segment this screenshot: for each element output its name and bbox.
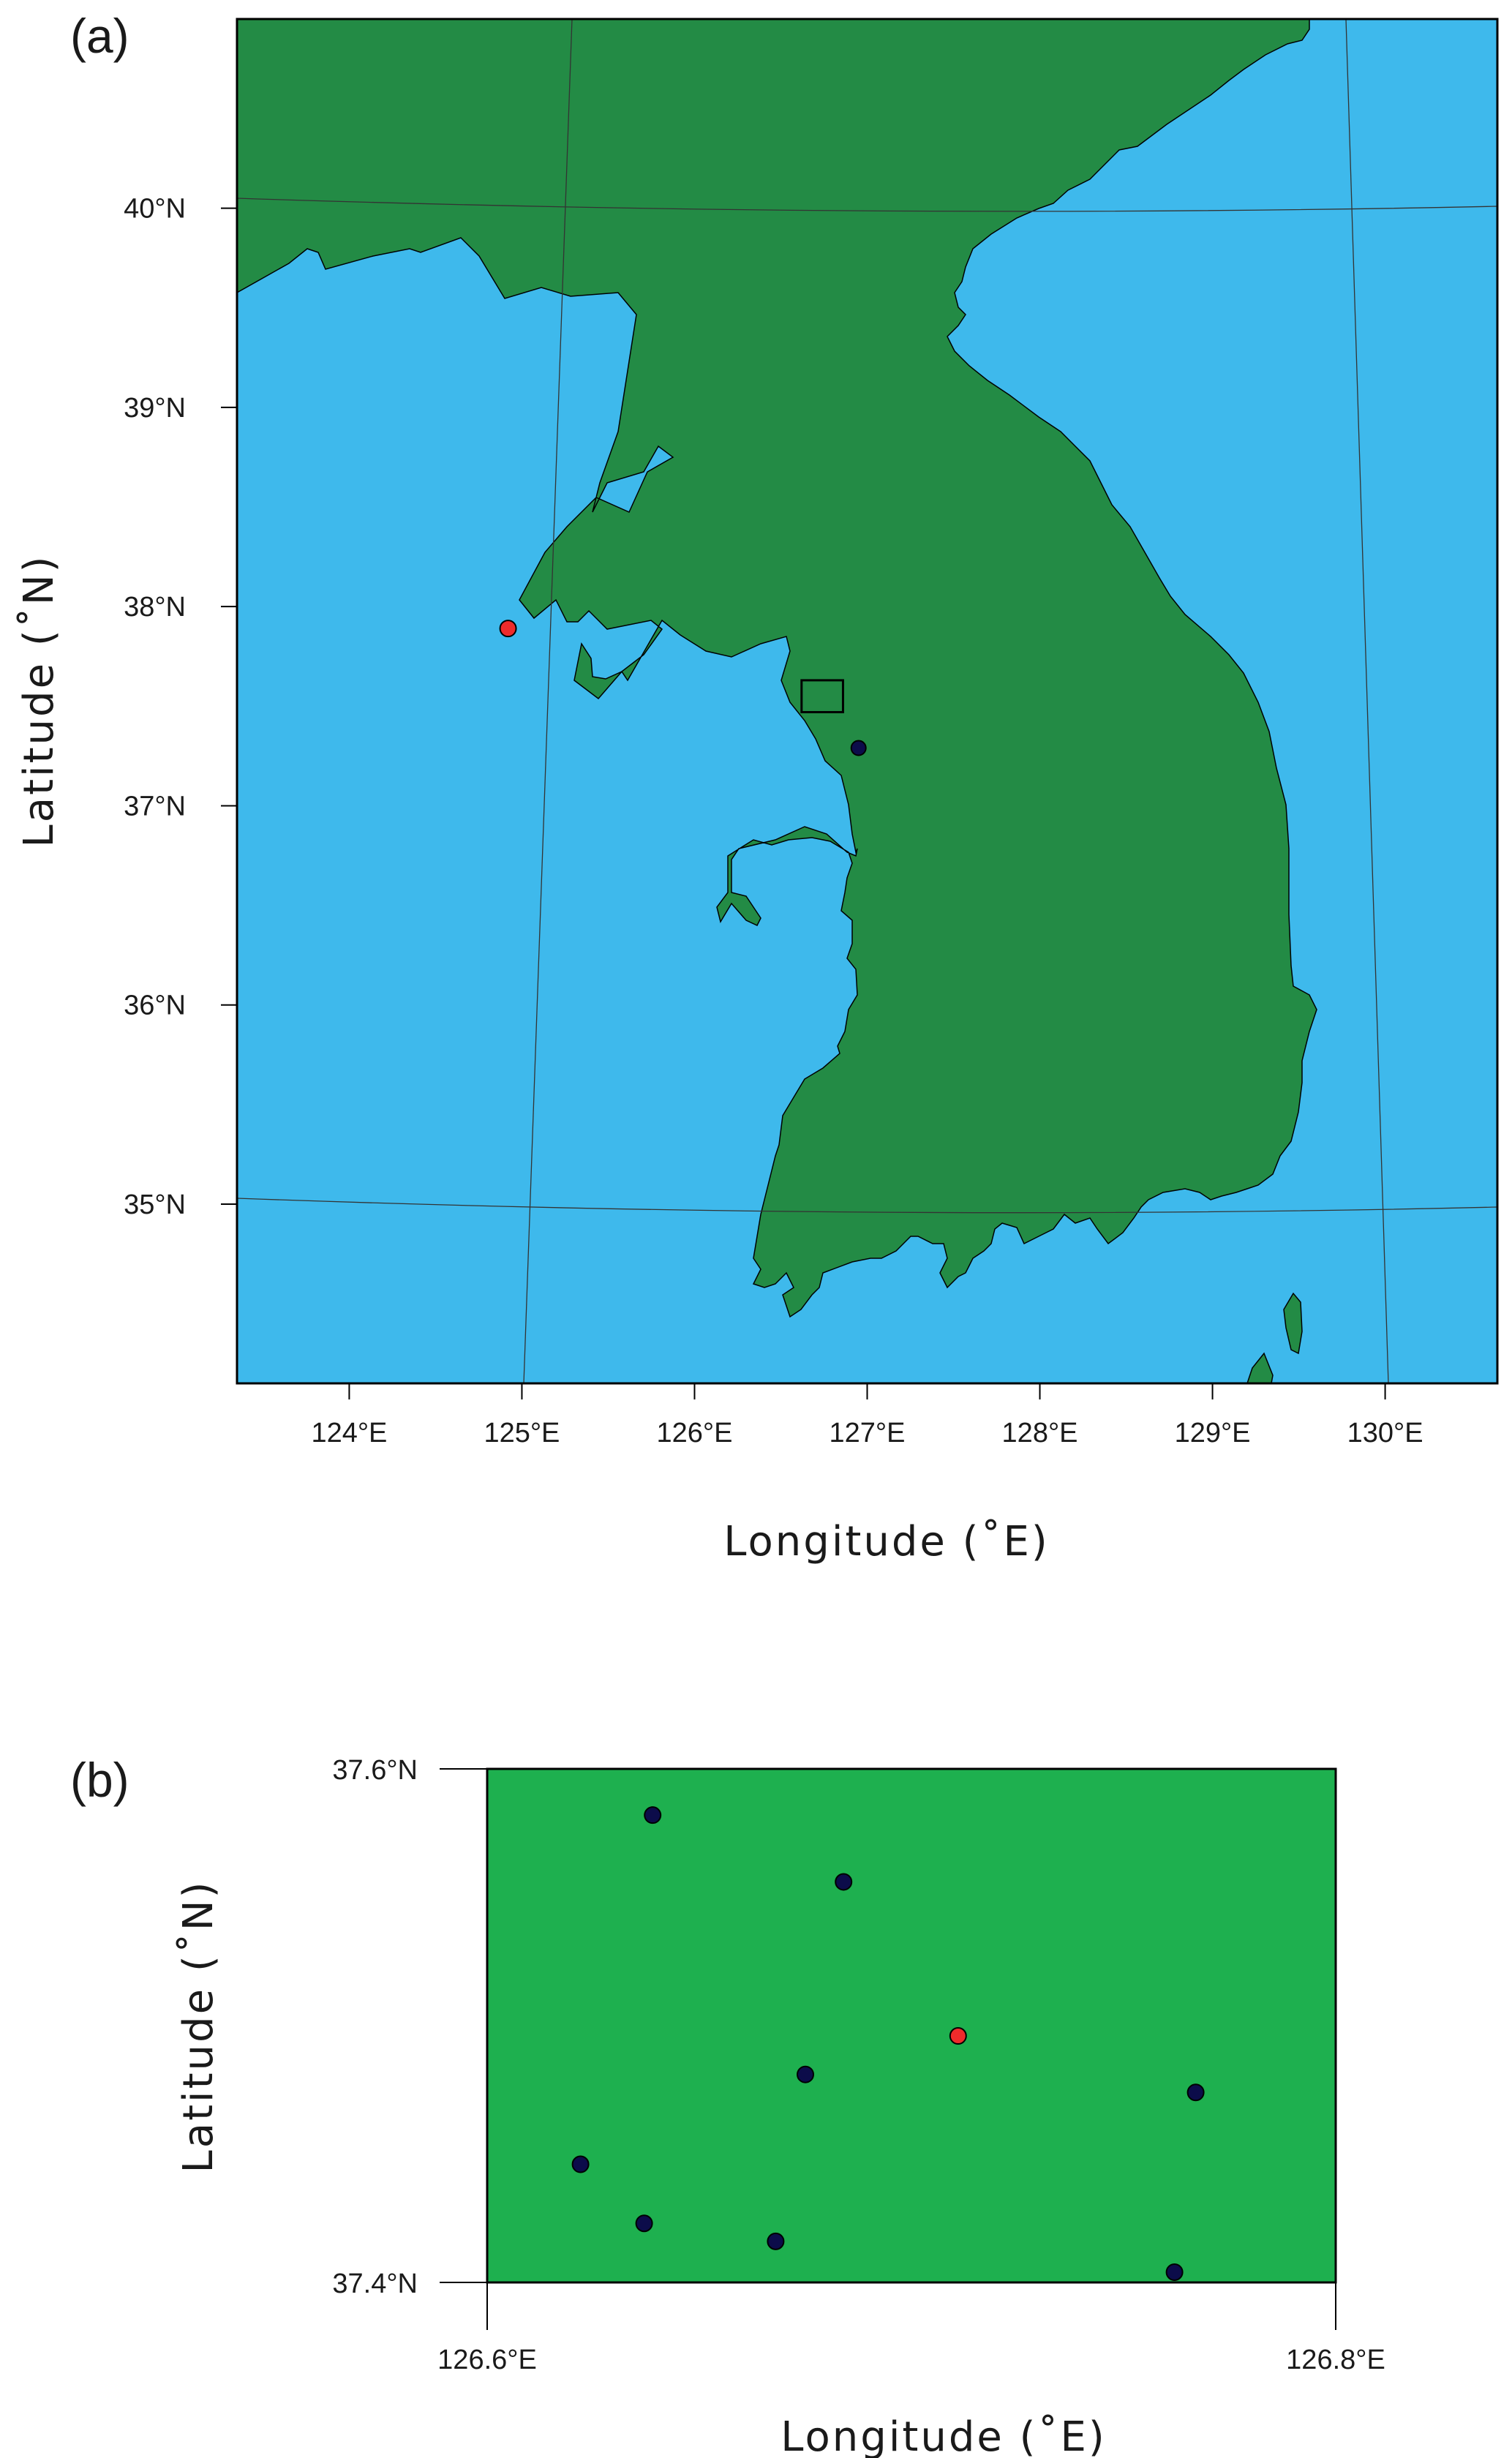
station-markers — [499, 620, 867, 756]
y-tick-label: 38°N — [124, 592, 186, 623]
station-point — [949, 2027, 967, 2045]
panel-b-x-ticks: 126.6°E 126.8°E — [437, 2282, 1385, 2375]
y-tick-label: 40°N — [124, 194, 186, 225]
red-station-marker — [499, 620, 517, 638]
y-tick-label: 37.4°N — [332, 2269, 418, 2299]
panel-b-label: (b) — [70, 1753, 129, 1807]
panel-b-map: (b) 126.6°E 126.8°E 37.6°N 37.4°N Longitud… — [70, 1753, 1385, 2458]
x-tick-label: 126.8°E — [1286, 2345, 1385, 2375]
y-tick-label: 39°N — [124, 393, 186, 424]
panel-a-y-axis-label: Latitude (˚N) — [15, 555, 63, 848]
panel-a-y-ticks: 40°N 39°N 38°N 37°N 36°N 35°N — [124, 194, 237, 1220]
panel-a-x-ticks: 124°E 125°E 126°E 127°E 128°E 129°E 130°E — [311, 1383, 1423, 1448]
graticule-lines — [236, 18, 1498, 1384]
island-southeast — [1246, 1352, 1274, 1383]
x-tick-label: 127°E — [830, 1418, 906, 1448]
station-point — [835, 1873, 853, 1891]
station-point — [797, 2065, 814, 2083]
subdomain-land-area — [486, 1767, 1337, 2284]
y-tick-label: 37.6°N — [332, 1755, 418, 1786]
x-tick-label: 128°E — [1002, 1418, 1078, 1448]
y-tick-label: 35°N — [124, 1189, 186, 1220]
x-tick-label: 126.6°E — [437, 2345, 537, 2375]
x-tick-label: 126°E — [656, 1418, 732, 1448]
x-tick-label: 125°E — [484, 1418, 560, 1448]
panel-a-label: (a) — [70, 9, 129, 63]
dark-station-marker — [850, 740, 867, 756]
station-point — [635, 2214, 653, 2233]
station-point — [571, 2155, 590, 2173]
station-point — [644, 1806, 662, 1824]
panel-a-x-axis-label: Longitude (˚E) — [723, 1518, 1049, 1566]
station-point — [1186, 2083, 1205, 2102]
x-tick-label: 124°E — [311, 1418, 387, 1448]
x-tick-label: 129°E — [1175, 1418, 1251, 1448]
island-east — [1283, 1292, 1303, 1355]
y-tick-label: 36°N — [124, 991, 186, 1021]
subdomain-box — [800, 679, 844, 713]
panel-b-y-axis-label: Latitude (˚N) — [175, 1880, 222, 2173]
station-point — [1165, 2263, 1184, 2281]
korean-peninsula-land — [237, 19, 1317, 1318]
station-markers — [571, 1806, 1205, 2281]
panel-b-x-axis-label: Longitude (˚E) — [781, 2413, 1106, 2458]
station-point — [767, 2232, 785, 2250]
panel-a-map: (a) 124°E 125°E 126°E 127°E 128°E 129°E 130°E … — [15, 9, 1499, 1566]
y-tick-label: 37°N — [124, 791, 186, 822]
x-tick-label: 130°E — [1347, 1418, 1423, 1448]
panel-b-y-ticks: 37.6°N 37.4°N — [332, 1755, 487, 2299]
